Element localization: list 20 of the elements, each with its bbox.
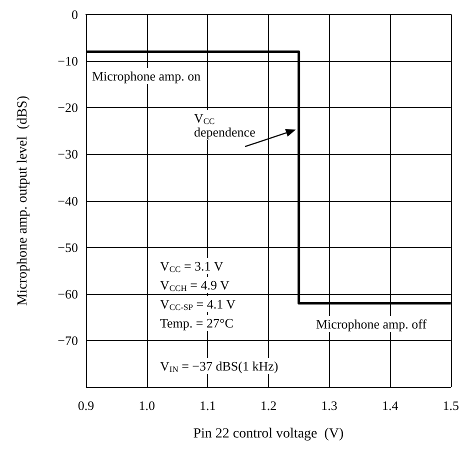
y-tick-label: −50 xyxy=(58,240,78,255)
annotation: Temp. = 27°C xyxy=(160,316,234,330)
x-tick-label: 1.1 xyxy=(200,398,216,413)
x-tick-label: 1.2 xyxy=(260,398,277,413)
x-tick-label: 1.0 xyxy=(138,398,155,413)
y-tick-label: −20 xyxy=(58,100,78,116)
y-tick-label: 0 xyxy=(72,7,78,22)
y-axis-title: Microphone amp. output level (dBS) xyxy=(16,95,30,306)
y-tick-label: −70 xyxy=(58,332,78,348)
y-tick-label: −10 xyxy=(58,54,78,69)
x-tick-label: 1.3 xyxy=(321,398,338,413)
y-tick-label: −40 xyxy=(58,193,78,208)
y-tick-label: −30 xyxy=(58,146,78,162)
annotation: Microphone amp. off xyxy=(316,316,428,332)
x-tick-label: 0.9 xyxy=(78,398,94,413)
y-tick-label: −60 xyxy=(58,286,78,302)
x-tick-label: 1.5 xyxy=(442,398,459,413)
annotation: Microphone amp. on xyxy=(92,68,202,84)
x-axis-title: Pin 22 control voltage (V) xyxy=(193,426,344,442)
x-tick-label: 1.4 xyxy=(382,398,399,413)
